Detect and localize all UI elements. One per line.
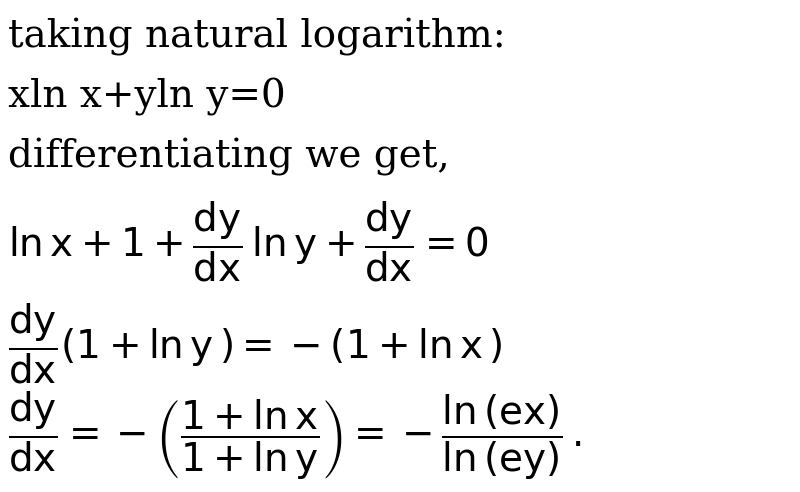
Text: $\dfrac{\mathrm{dy}}{\mathrm{dx}}\mathrm{= -}\left(\dfrac{\mathrm{1+ln\,x}}{\mat: $\dfrac{\mathrm{dy}}{\mathrm{dx}}\mathrm… (8, 390, 582, 482)
Text: $\mathrm{ln\,x +1 +}\dfrac{\mathrm{dy}}{\mathrm{dx}}\mathrm{\,ln\,y +}\dfrac{\ma: $\mathrm{ln\,x +1 +}\dfrac{\mathrm{dy}}{… (8, 200, 489, 284)
Text: taking natural logarithm:: taking natural logarithm: (8, 18, 506, 56)
Text: $\dfrac{\mathrm{dy}}{\mathrm{dx}}\mathrm{(1+ln\,y\,)= -(1+ln\,x\,)}$: $\dfrac{\mathrm{dy}}{\mathrm{dx}}\mathrm… (8, 302, 502, 386)
Text: xln x+yln y=0: xln x+yln y=0 (8, 78, 286, 116)
Text: differentiating we get,: differentiating we get, (8, 138, 450, 176)
